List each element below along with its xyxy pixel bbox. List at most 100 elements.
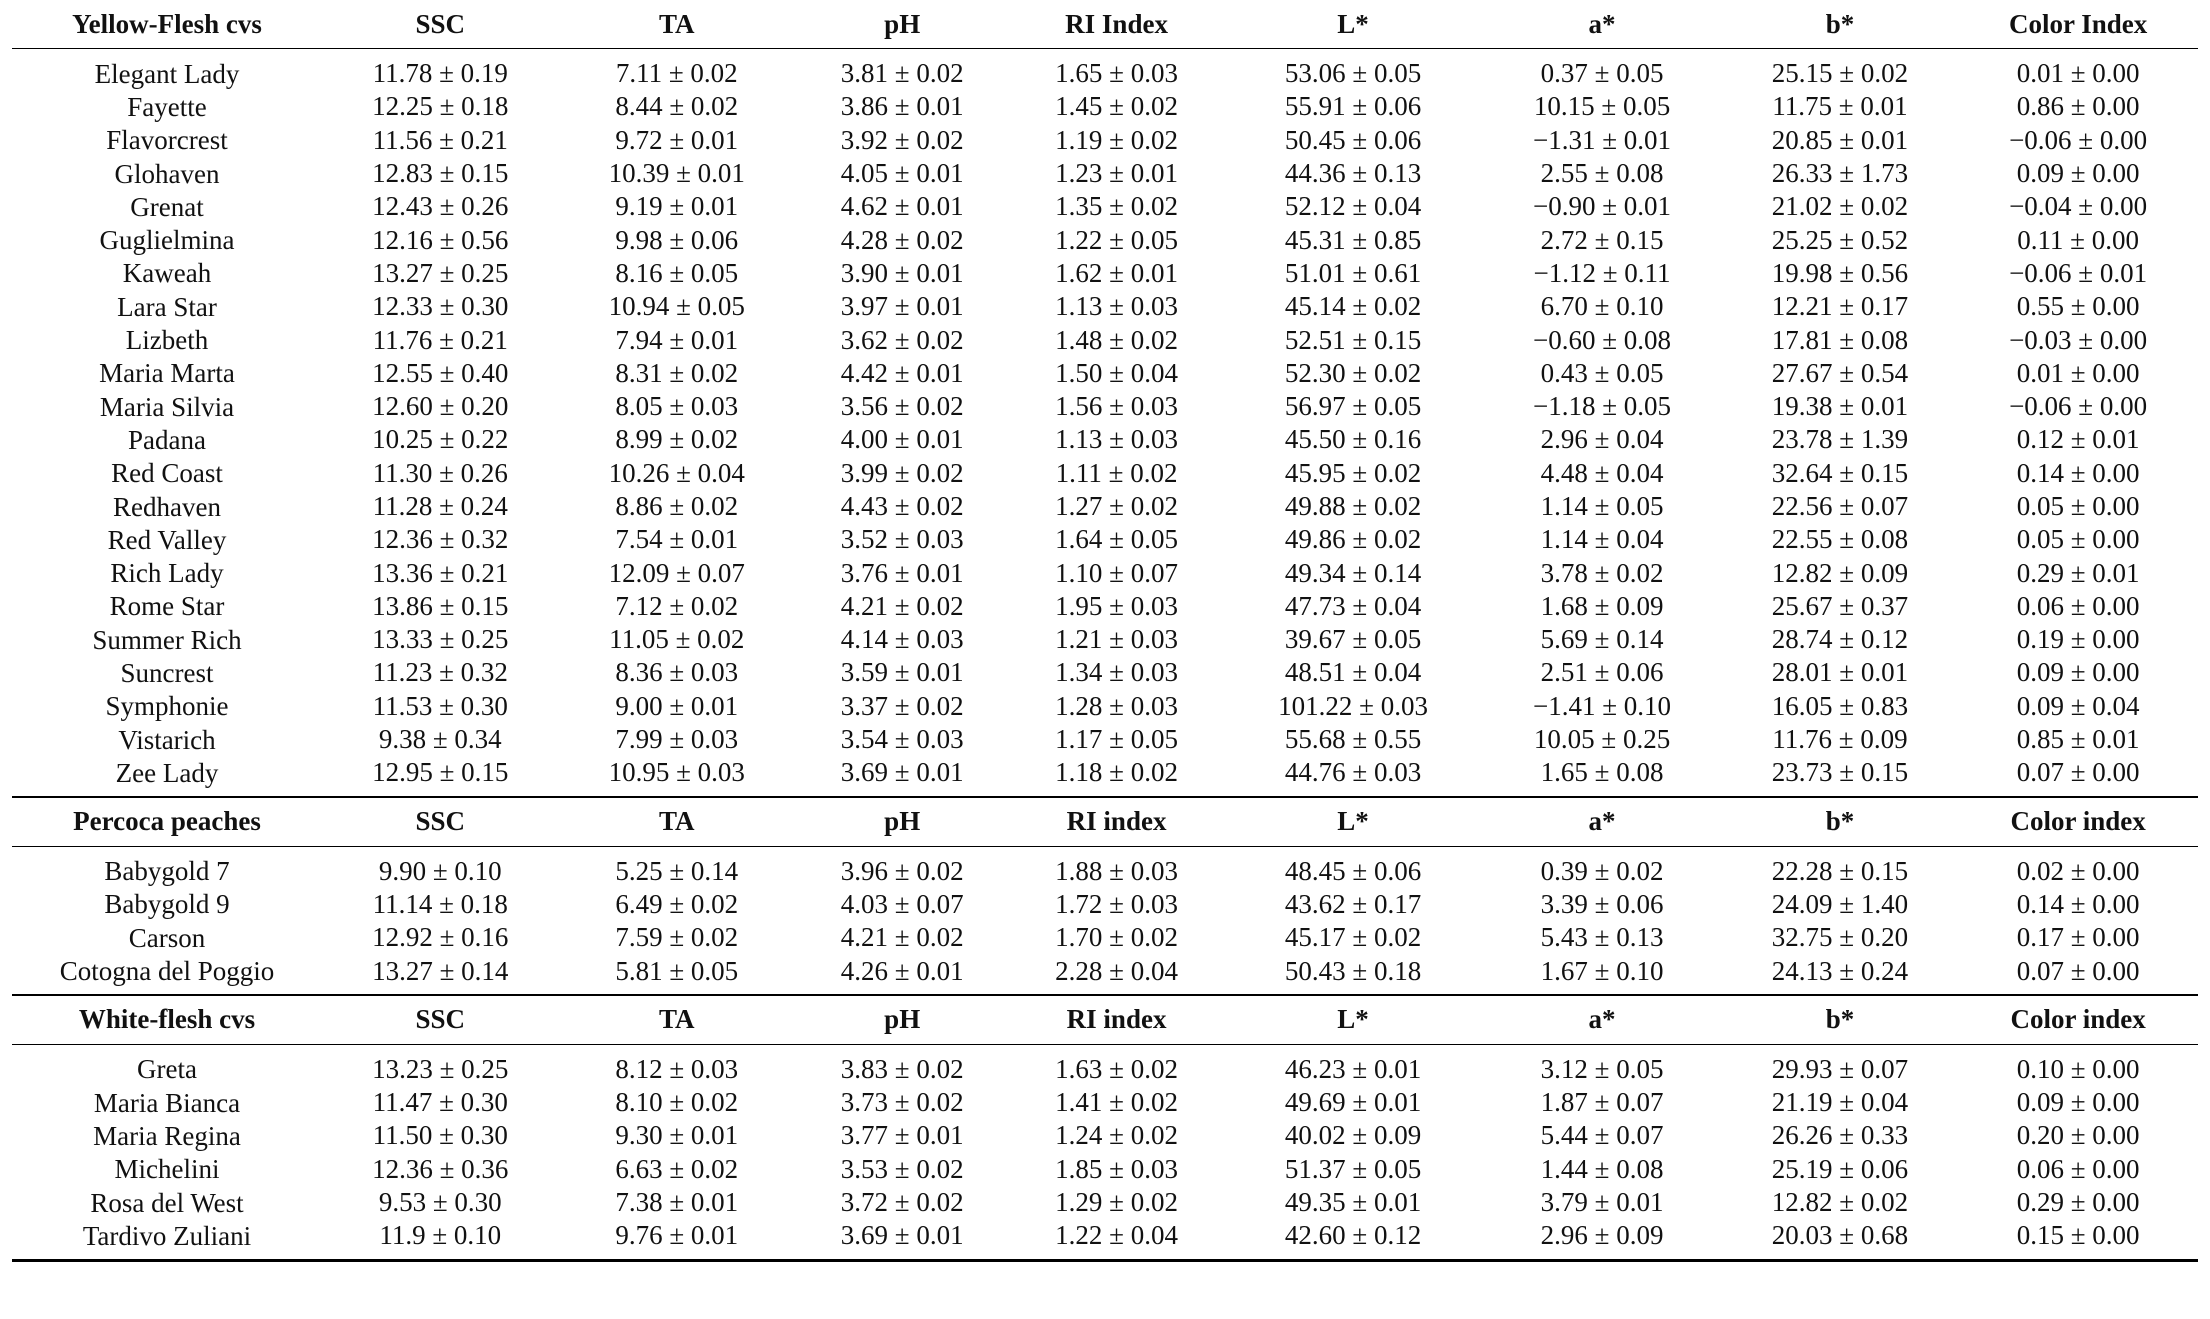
cell-ssc: 13.23 ± 0.25 (322, 1044, 559, 1086)
column-header-ssc: SSC (322, 797, 559, 847)
cell-cultivar: Summer Rich (12, 623, 322, 656)
column-header-ri-index: RI index (1009, 995, 1223, 1045)
column-header-color-index: Color Index (1958, 0, 2198, 49)
cell-ssc: 11.78 ± 0.19 (322, 49, 559, 91)
cell-ssc: 12.55 ± 0.40 (322, 357, 559, 390)
cell-ph: 4.03 ± 0.07 (795, 888, 1009, 921)
cell-b-star: 17.81 ± 0.08 (1722, 323, 1959, 356)
cell-a-star: 1.14 ± 0.05 (1482, 490, 1721, 523)
cell-ri-index: 1.21 ± 0.03 (1009, 623, 1223, 656)
cell-a-star: −1.31 ± 0.01 (1482, 124, 1721, 157)
cell-ph: 3.73 ± 0.02 (795, 1086, 1009, 1119)
cell-ri-index: 1.11 ± 0.02 (1009, 457, 1223, 490)
column-header-ta: TA (559, 995, 796, 1045)
cell-cultivar: Flavorcrest (12, 124, 322, 157)
cell-b-star: 12.82 ± 0.09 (1722, 556, 1959, 589)
cell-cultivar: Symphonie (12, 690, 322, 723)
table-row: Summer Rich 13.33 ± 0.25 11.05 ± 0.02 4.14 … (12, 623, 2198, 656)
cell-ri-index: 1.64 ± 0.05 (1009, 523, 1223, 556)
cell-a-star: 2.51 ± 0.06 (1482, 656, 1721, 689)
table-row: Grenat 12.43 ± 0.26 9.19 ± 0.01 4.62 ± 0.01… (12, 190, 2198, 223)
cell-color-index: −0.06 ± 0.01 (1958, 257, 2198, 290)
cell-ri-index: 1.88 ± 0.03 (1009, 846, 1223, 888)
cell-ssc: 13.86 ± 0.15 (322, 590, 559, 623)
table-row: Glohaven 12.83 ± 0.15 10.39 ± 0.01 4.05 ± 0… (12, 157, 2198, 190)
column-header-cultivar: Percoca peaches (12, 797, 322, 847)
cell-l-star: 44.36 ± 0.13 (1224, 157, 1483, 190)
cell-cultivar: Maria Silvia (12, 390, 322, 423)
cell-color-index: −0.06 ± 0.00 (1958, 390, 2198, 423)
cell-ph: 3.37 ± 0.02 (795, 690, 1009, 723)
section-body-1: Babygold 7 9.90 ± 0.10 5.25 ± 0.14 3.96 ± 0… (12, 846, 2198, 995)
cell-ssc: 12.36 ± 0.36 (322, 1153, 559, 1186)
cell-l-star: 43.62 ± 0.17 (1224, 888, 1483, 921)
cell-b-star: 25.15 ± 0.02 (1722, 49, 1959, 91)
cell-ta: 8.16 ± 0.05 (559, 257, 796, 290)
cell-a-star: 3.79 ± 0.01 (1482, 1186, 1721, 1219)
cell-ta: 7.94 ± 0.01 (559, 323, 796, 356)
cell-a-star: 1.65 ± 0.08 (1482, 756, 1721, 796)
cell-ta: 6.63 ± 0.02 (559, 1153, 796, 1186)
cell-color-index: 0.06 ± 0.00 (1958, 590, 2198, 623)
cell-l-star: 55.91 ± 0.06 (1224, 90, 1483, 123)
table-row: Vistarich 9.38 ± 0.34 7.99 ± 0.03 3.54 ± 0.… (12, 723, 2198, 756)
cell-b-star: 19.38 ± 0.01 (1722, 390, 1959, 423)
cell-ph: 3.53 ± 0.02 (795, 1153, 1009, 1186)
cell-l-star: 52.30 ± 0.02 (1224, 357, 1483, 390)
cell-ta: 8.05 ± 0.03 (559, 390, 796, 423)
cell-a-star: 2.55 ± 0.08 (1482, 157, 1721, 190)
cell-ta: 10.95 ± 0.03 (559, 756, 796, 796)
cell-ph: 3.56 ± 0.02 (795, 390, 1009, 423)
cell-ph: 4.62 ± 0.01 (795, 190, 1009, 223)
cell-ri-index: 1.35 ± 0.02 (1009, 190, 1223, 223)
cell-color-index: −0.06 ± 0.00 (1958, 124, 2198, 157)
cell-b-star: 26.33 ± 1.73 (1722, 157, 1959, 190)
table-row: Greta 13.23 ± 0.25 8.12 ± 0.03 3.83 ± 0.02 1… (12, 1044, 2198, 1086)
cell-cultivar: Tardivo Zuliani (12, 1219, 322, 1260)
column-header-l-star: L* (1224, 0, 1483, 49)
cell-color-index: 0.09 ± 0.00 (1958, 157, 2198, 190)
cell-l-star: 101.22 ± 0.03 (1224, 690, 1483, 723)
table-row: Elegant Lady 11.78 ± 0.19 7.11 ± 0.02 3.81 … (12, 49, 2198, 91)
column-header-ssc: SSC (322, 995, 559, 1045)
cell-ta: 7.38 ± 0.01 (559, 1186, 796, 1219)
cell-a-star: 5.44 ± 0.07 (1482, 1119, 1721, 1152)
cell-b-star: 25.19 ± 0.06 (1722, 1153, 1959, 1186)
section-body-2: Greta 13.23 ± 0.25 8.12 ± 0.03 3.83 ± 0.02 1… (12, 1044, 2198, 1260)
table-row: Rosa del West 9.53 ± 0.30 7.38 ± 0.01 3.72 … (12, 1186, 2198, 1219)
cell-b-star: 27.67 ± 0.54 (1722, 357, 1959, 390)
cell-a-star: 10.05 ± 0.25 (1482, 723, 1721, 756)
cell-ri-index: 1.10 ± 0.07 (1009, 556, 1223, 589)
cell-ssc: 11.28 ± 0.24 (322, 490, 559, 523)
cell-ta: 9.72 ± 0.01 (559, 124, 796, 157)
column-header-ph: pH (795, 0, 1009, 49)
cell-ssc: 12.16 ± 0.56 (322, 223, 559, 256)
cell-ph: 3.52 ± 0.03 (795, 523, 1009, 556)
cell-cultivar: Lizbeth (12, 323, 322, 356)
cell-ta: 11.05 ± 0.02 (559, 623, 796, 656)
cell-cultivar: Lara Star (12, 290, 322, 323)
cell-a-star: 0.39 ± 0.02 (1482, 846, 1721, 888)
cell-ssc: 11.47 ± 0.30 (322, 1086, 559, 1119)
cell-ssc: 13.27 ± 0.14 (322, 954, 559, 994)
cell-cultivar: Guglielmina (12, 223, 322, 256)
cell-ri-index: 1.95 ± 0.03 (1009, 590, 1223, 623)
cell-cultivar: Suncrest (12, 656, 322, 689)
cell-cultivar: Carson (12, 921, 322, 954)
cell-cultivar: Padana (12, 423, 322, 456)
table-row: Babygold 7 9.90 ± 0.10 5.25 ± 0.14 3.96 ± 0… (12, 846, 2198, 888)
cell-l-star: 50.43 ± 0.18 (1224, 954, 1483, 994)
cell-cultivar: Cotogna del Poggio (12, 954, 322, 994)
cell-ta: 10.26 ± 0.04 (559, 457, 796, 490)
cell-ri-index: 1.62 ± 0.01 (1009, 257, 1223, 290)
cell-ri-index: 2.28 ± 0.04 (1009, 954, 1223, 994)
cell-cultivar: Rich Lady (12, 556, 322, 589)
cell-ta: 12.09 ± 0.07 (559, 556, 796, 589)
cell-ssc: 11.50 ± 0.30 (322, 1119, 559, 1152)
cell-a-star: 2.96 ± 0.09 (1482, 1219, 1721, 1260)
cell-l-star: 52.12 ± 0.04 (1224, 190, 1483, 223)
cell-ph: 3.69 ± 0.01 (795, 756, 1009, 796)
header-row: White-flesh cvs SSC TA pH RI index L* a* b* Colo… (12, 995, 2198, 1045)
column-header-ta: TA (559, 0, 796, 49)
column-header-l-star: L* (1224, 995, 1483, 1045)
